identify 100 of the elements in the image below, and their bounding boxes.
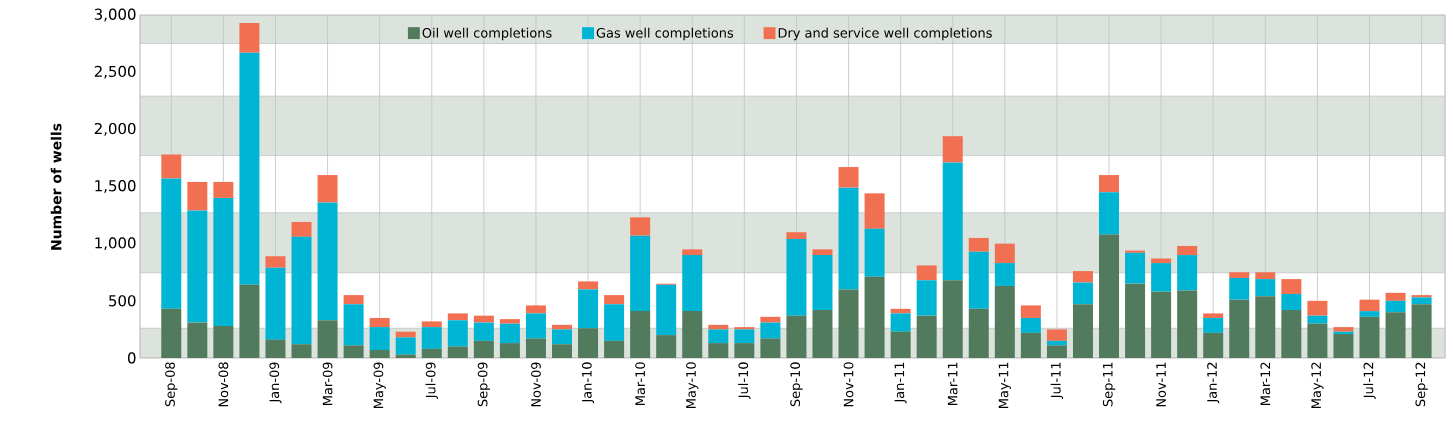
bar bbox=[1359, 311, 1380, 317]
bar bbox=[1020, 305, 1041, 318]
bar bbox=[1099, 192, 1120, 235]
bar bbox=[682, 311, 703, 358]
bar bbox=[447, 346, 468, 358]
bar bbox=[682, 255, 703, 312]
y-tick-label: 2,500 bbox=[94, 65, 136, 79]
x-tick-label: Mar-10 bbox=[635, 362, 646, 405]
bar bbox=[968, 237, 989, 252]
bar bbox=[239, 22, 260, 53]
bar bbox=[447, 313, 468, 321]
bar bbox=[1020, 332, 1041, 358]
bar bbox=[916, 315, 937, 358]
bar bbox=[1359, 299, 1380, 312]
y-tick-label: 0 bbox=[127, 352, 136, 364]
bar bbox=[213, 325, 234, 358]
bar bbox=[630, 311, 651, 358]
bar bbox=[604, 340, 625, 358]
bar bbox=[1046, 345, 1067, 358]
bar bbox=[968, 251, 989, 309]
bar bbox=[890, 313, 911, 332]
bar bbox=[708, 343, 729, 358]
bar bbox=[1411, 304, 1432, 358]
bar bbox=[395, 337, 416, 355]
bar bbox=[1177, 245, 1198, 256]
bar bbox=[421, 321, 442, 328]
bar bbox=[630, 217, 651, 236]
bar bbox=[421, 348, 442, 358]
bar bbox=[630, 235, 651, 312]
bar bbox=[1359, 316, 1380, 358]
bar bbox=[578, 328, 599, 358]
x-tick-label: Jan-12 bbox=[1207, 362, 1220, 404]
bar bbox=[968, 308, 989, 358]
legend-label: Gas well completions bbox=[596, 27, 734, 41]
bar bbox=[213, 181, 234, 198]
bar bbox=[656, 284, 677, 336]
bar bbox=[317, 175, 338, 203]
x-tick-label: Jul-09 bbox=[425, 362, 438, 399]
bar bbox=[838, 289, 859, 358]
bar bbox=[161, 154, 182, 179]
y-tick-label: 500 bbox=[109, 295, 136, 307]
bar bbox=[187, 181, 208, 211]
bar bbox=[1125, 252, 1146, 284]
bar bbox=[1072, 282, 1093, 305]
bar bbox=[994, 285, 1015, 358]
bar bbox=[734, 329, 755, 344]
bar bbox=[1385, 312, 1406, 358]
bar bbox=[864, 193, 885, 229]
bar bbox=[421, 327, 442, 349]
x-tick-label: Nov-09 bbox=[531, 362, 541, 407]
x-tick-label: Jan-09 bbox=[269, 362, 282, 404]
bar bbox=[760, 316, 781, 323]
bar bbox=[265, 267, 286, 340]
bar bbox=[343, 345, 364, 358]
bar bbox=[682, 249, 703, 256]
bar bbox=[994, 243, 1015, 264]
bar bbox=[942, 136, 963, 163]
bar bbox=[1255, 279, 1276, 297]
bar bbox=[1203, 317, 1224, 333]
bar bbox=[760, 338, 781, 358]
x-tick-label: Nov-10 bbox=[843, 362, 854, 407]
bar bbox=[1072, 304, 1093, 358]
bar bbox=[942, 162, 963, 281]
bar bbox=[760, 322, 781, 339]
bar bbox=[317, 320, 338, 358]
bar bbox=[942, 280, 963, 358]
bar bbox=[265, 339, 286, 358]
bar bbox=[916, 265, 937, 281]
x-tick-label: Mar-12 bbox=[1260, 362, 1271, 405]
x-tick-label: Sep-10 bbox=[790, 362, 803, 407]
bar bbox=[1046, 329, 1067, 341]
bar bbox=[1151, 291, 1172, 358]
bar bbox=[447, 320, 468, 347]
bar bbox=[1307, 323, 1328, 358]
bar bbox=[890, 331, 911, 358]
bar bbox=[291, 236, 312, 345]
bar bbox=[1099, 175, 1120, 193]
bar bbox=[161, 178, 182, 309]
bar bbox=[343, 304, 364, 346]
x-tick-label: Mar-09 bbox=[322, 362, 333, 405]
x-tick-label: May-10 bbox=[686, 362, 699, 408]
bar bbox=[525, 305, 546, 314]
bar bbox=[1203, 313, 1224, 318]
bar bbox=[1177, 290, 1198, 358]
bar bbox=[525, 338, 546, 358]
bar bbox=[1255, 296, 1276, 358]
bar bbox=[1333, 333, 1354, 358]
bar bbox=[812, 309, 833, 358]
bar bbox=[578, 281, 599, 290]
bar bbox=[525, 313, 546, 339]
x-tick-label: Nov-08 bbox=[218, 362, 229, 407]
bar bbox=[864, 276, 885, 358]
bar bbox=[265, 256, 286, 268]
x-tick-label: May-11 bbox=[998, 362, 1011, 408]
bar bbox=[994, 263, 1015, 286]
bar bbox=[1229, 277, 1250, 300]
bar bbox=[369, 317, 390, 328]
x-tick-label: Jul-12 bbox=[1363, 362, 1376, 399]
bar bbox=[786, 232, 807, 240]
legend-label: Dry and service well completions bbox=[778, 27, 992, 41]
